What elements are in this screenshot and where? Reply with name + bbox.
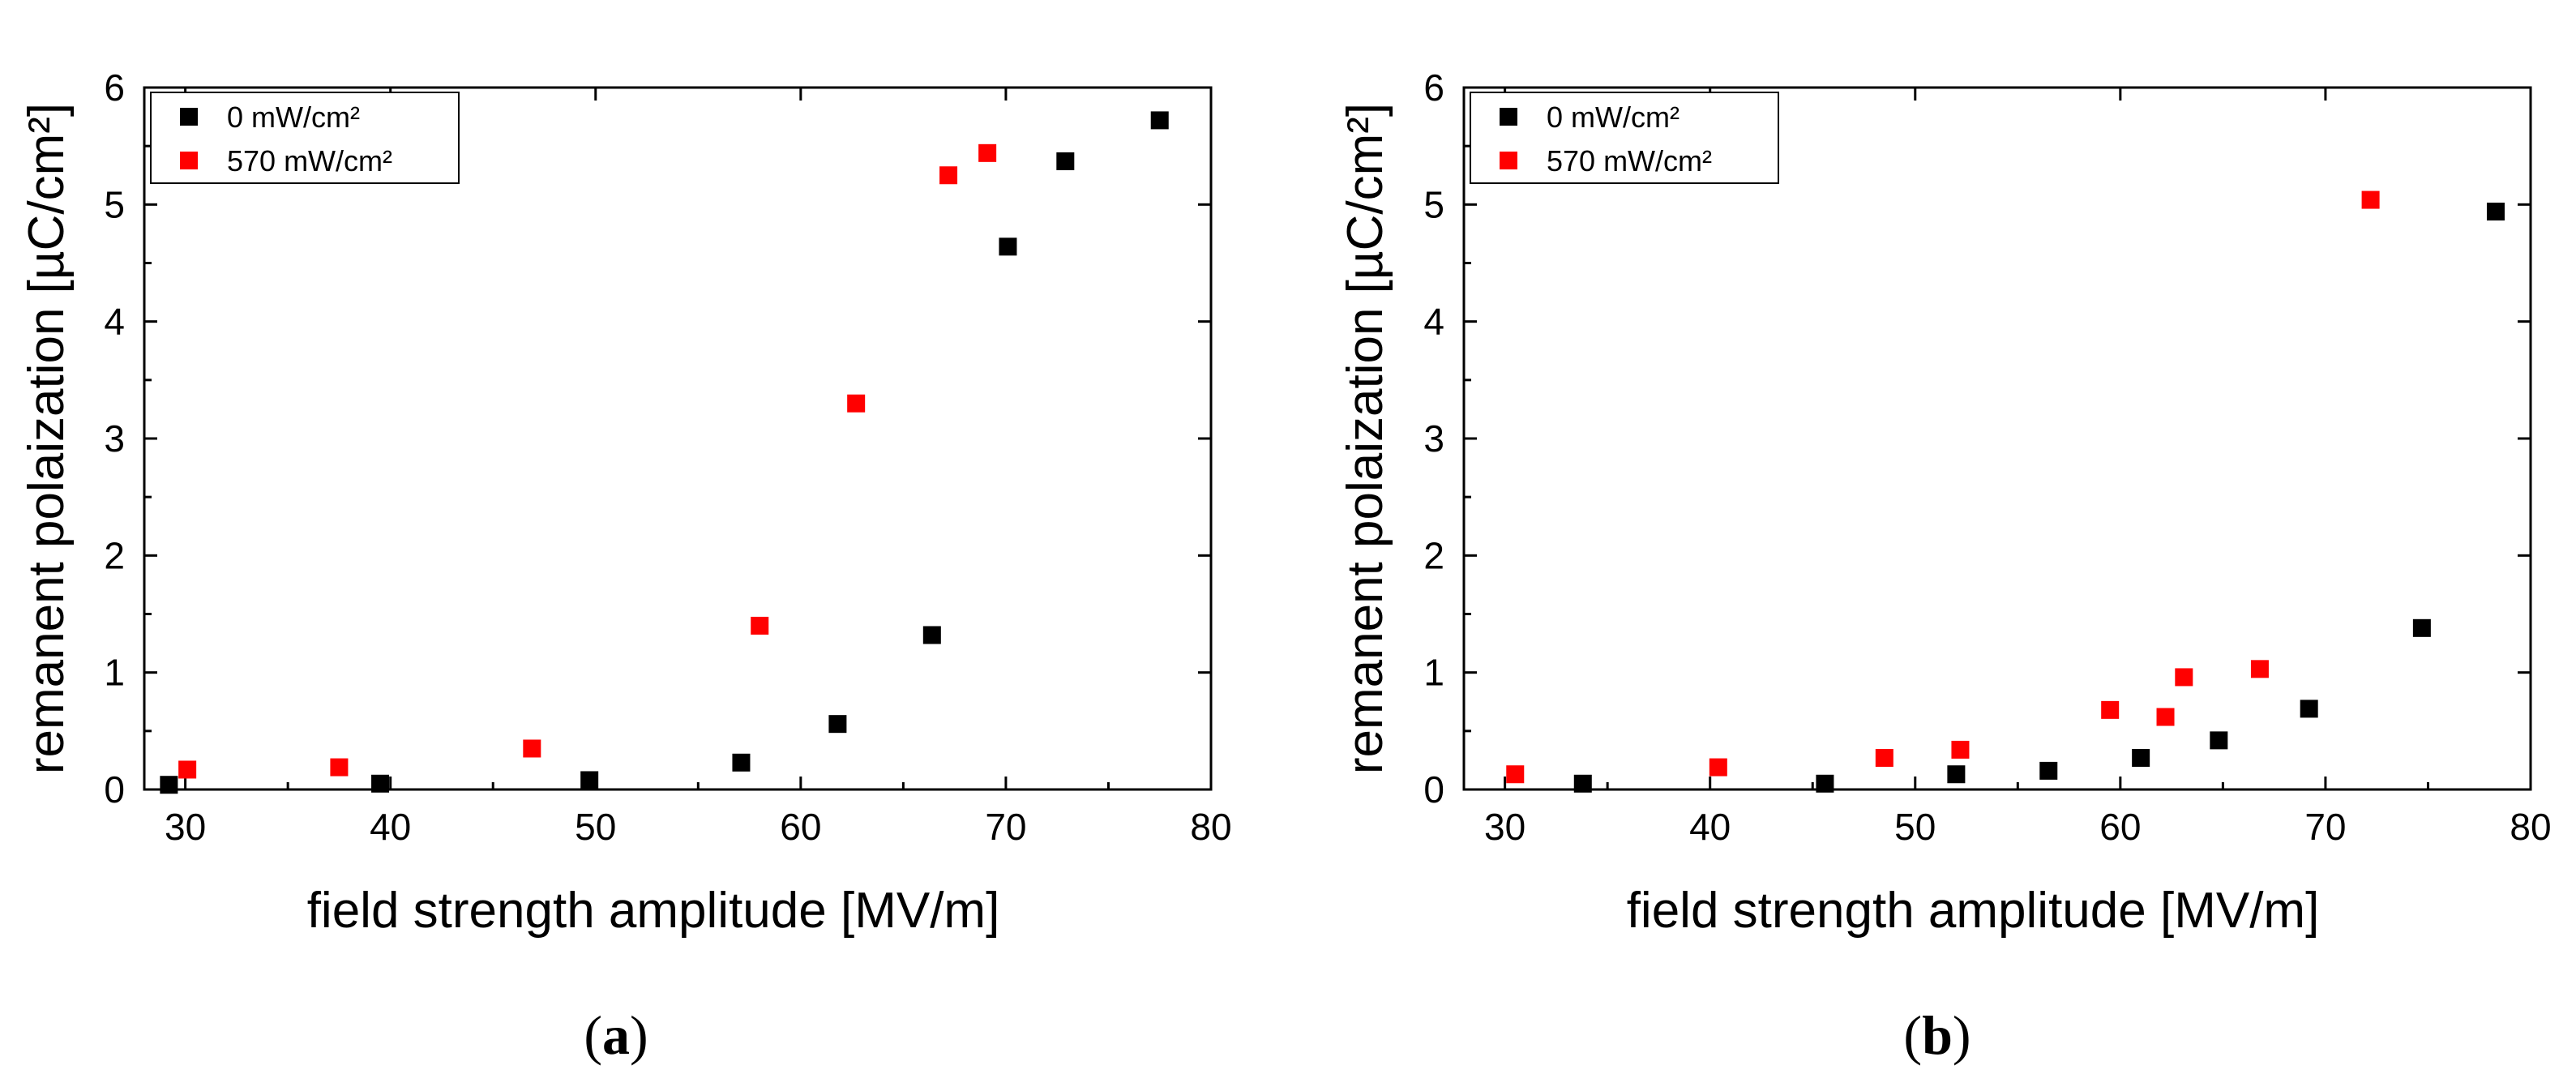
data-point-series-1	[1573, 774, 1592, 793]
data-point-series-2	[1875, 749, 1893, 768]
legend-marker	[1500, 108, 1517, 126]
legend-marker	[1500, 152, 1517, 169]
data-point-series-1	[922, 626, 941, 644]
x-tick-label: 30	[165, 806, 206, 848]
data-point-series-2	[2175, 668, 2193, 687]
data-point-series-2	[1709, 758, 1727, 777]
x-tick-label: 30	[1484, 806, 1525, 848]
y-tick-label: 6	[104, 66, 125, 109]
legend-label: 0 mW/cm²	[1547, 101, 1680, 134]
legend-label: 570 mW/cm²	[227, 144, 392, 178]
data-point-series-2	[2361, 190, 2380, 209]
y-tick-label: 3	[1423, 417, 1444, 460]
data-point-series-1	[999, 237, 1017, 256]
data-point-series-2	[178, 760, 197, 779]
y-axis-title: remanent polaization [µC/cm²]	[19, 103, 75, 774]
legend-label: 0 mW/cm²	[227, 101, 360, 134]
x-tick-label: 60	[2099, 806, 2141, 848]
data-point-series-1	[1947, 765, 1966, 784]
x-axis-title: field strength amplitude [MV/m]	[307, 883, 1000, 939]
data-point-series-1	[1150, 111, 1169, 130]
legend-box	[1470, 92, 1779, 184]
y-tick-label: 4	[1423, 301, 1444, 343]
data-point-series-2	[1506, 765, 1525, 784]
data-point-series-2	[523, 739, 541, 758]
x-tick-label: 70	[2304, 806, 2346, 848]
plot-frame	[143, 86, 1213, 791]
y-tick-label: 1	[104, 652, 125, 694]
data-point-series-1	[2486, 202, 2505, 220]
y-tick-label: 0	[1423, 768, 1444, 811]
x-tick-label: 50	[1894, 806, 1936, 848]
y-tick-label: 4	[104, 301, 125, 343]
legend-marker	[180, 152, 198, 169]
data-point-series-2	[939, 166, 958, 185]
legend-label: 570 mW/cm²	[1547, 144, 1712, 178]
y-tick-label: 5	[104, 183, 125, 225]
y-tick-label: 5	[1423, 183, 1444, 225]
y-tick-label: 0	[104, 768, 125, 811]
x-tick-label: 60	[780, 806, 821, 848]
x-axis-title: field strength amplitude [MV/m]	[1627, 883, 2320, 939]
data-point-series-2	[2250, 660, 2269, 678]
data-point-series-2	[978, 143, 997, 162]
panel-caption: (b)	[1903, 1004, 1971, 1066]
x-tick-label: 80	[2510, 806, 2551, 848]
chart-panel-a: 30 40 50 60 70 80 0 1 2 3 4 5 6 field strength amplit…	[19, 66, 1232, 1066]
y-tick-label: 1	[1423, 652, 1444, 694]
y-tick-label: 6	[1423, 66, 1444, 109]
y-tick-label: 3	[104, 417, 125, 460]
data-point-series-2	[330, 758, 349, 777]
data-point-series-2	[1951, 740, 1970, 759]
data-point-series-1	[828, 715, 847, 734]
x-tick-label: 40	[370, 806, 411, 848]
data-point-series-1	[1056, 152, 1075, 170]
x-tick-label: 50	[575, 806, 616, 848]
data-point-series-2	[751, 616, 769, 635]
data-point-series-1	[580, 771, 599, 789]
legend-marker	[180, 108, 198, 126]
x-tick-label: 80	[1190, 806, 1231, 848]
data-point-series-1	[2412, 618, 2431, 637]
data-point-series-1	[1816, 774, 1834, 793]
data-point-series-1	[2039, 761, 2058, 780]
x-tick-label: 70	[985, 806, 1026, 848]
chart-panel-b: 30 40 50 60 70 80 0 1 2 3 4 5 6 field strength amplit…	[1337, 66, 2552, 1066]
data-point-series-1	[160, 776, 178, 794]
data-point-series-1	[2132, 749, 2150, 768]
data-point-series-2	[2101, 700, 2120, 719]
y-tick-label: 2	[1423, 534, 1444, 576]
y-axis-title: remanent polaization [µC/cm²]	[1337, 103, 1393, 774]
panel-caption: (a)	[584, 1004, 648, 1066]
data-point-series-1	[2300, 700, 2318, 718]
x-tick-label: 40	[1689, 806, 1731, 848]
data-point-series-1	[2210, 731, 2228, 750]
data-point-series-1	[371, 774, 390, 793]
y-tick-label: 2	[104, 534, 125, 576]
data-point-series-2	[847, 394, 866, 413]
legend-box	[150, 92, 460, 184]
data-point-series-2	[2156, 708, 2175, 726]
data-point-series-1	[732, 753, 751, 772]
